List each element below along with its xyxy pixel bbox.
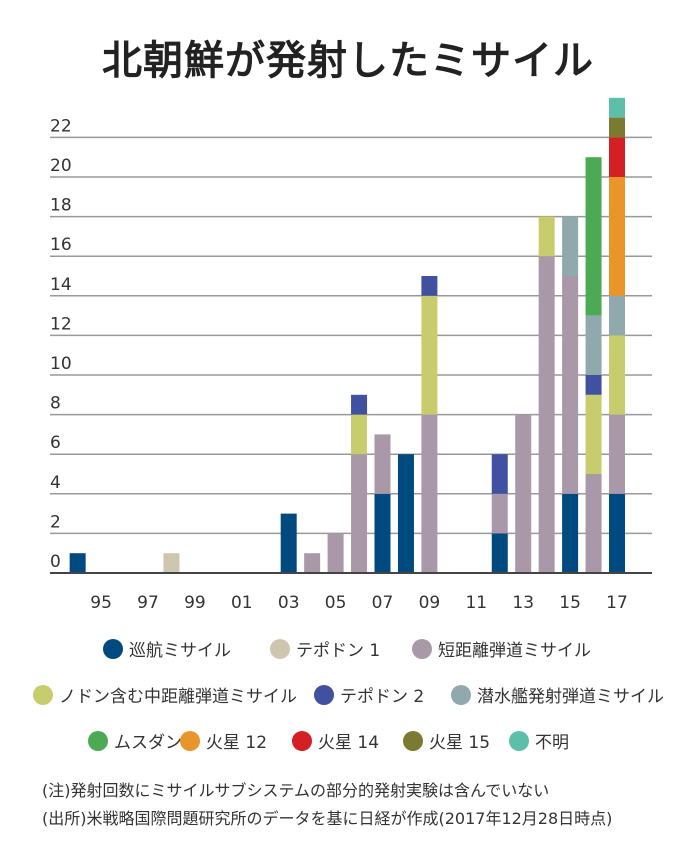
y-tick-label: 0 — [50, 552, 61, 572]
y-tick-label: 6 — [50, 433, 61, 453]
legend-item: ノドン含む中距離弾道ミサイル — [33, 682, 297, 707]
bar-segment — [609, 97, 625, 118]
bar-segment — [327, 533, 344, 573]
bar-segment — [421, 276, 438, 296]
y-tick-label: 18 — [50, 196, 72, 216]
legend-swatch — [412, 638, 432, 659]
bar-segment — [585, 474, 602, 573]
y-tick-label: 10 — [50, 354, 72, 374]
legend-label: 短距離弾道ミサイル — [438, 641, 591, 661]
legend-swatch — [103, 638, 123, 659]
x-tick-label: 95 — [90, 593, 112, 613]
x-tick-label: 05 — [325, 593, 347, 613]
y-tick-label: 8 — [50, 394, 61, 414]
bar-segment — [421, 295, 438, 415]
y-tick-label: 20 — [50, 156, 72, 176]
legend-item: 短距離弾道ミサイル — [412, 636, 591, 661]
y-tick-label: 12 — [50, 314, 72, 334]
legend-item: 火星 15 — [403, 728, 490, 753]
legend-item: 潜水艦発射弾道ミサイル — [451, 682, 664, 707]
legend-item: テポドン 1 — [270, 636, 380, 661]
x-tick-label: 11 — [465, 593, 487, 613]
x-tick-label: 07 — [372, 593, 394, 613]
legend-item: ムスダン — [88, 728, 182, 753]
bar-segment — [609, 177, 625, 296]
legend-swatch — [314, 684, 334, 705]
bar-segment — [609, 137, 625, 177]
bar-segment — [351, 394, 368, 415]
x-tick-label: 97 — [137, 593, 159, 613]
bar-segment — [609, 117, 625, 138]
bar-segment — [538, 216, 555, 257]
bar-segment — [163, 553, 180, 573]
legend-label: 不明 — [535, 733, 569, 753]
bar-segment — [585, 315, 602, 375]
bar-segment — [562, 493, 579, 573]
x-tick-label: 03 — [278, 593, 300, 613]
y-tick-label: 16 — [50, 235, 72, 255]
bar-segment — [69, 553, 86, 573]
bar-segment — [609, 295, 625, 336]
chart-title: 北朝鮮が発射したミサイル — [102, 38, 594, 84]
bar-segment — [280, 513, 297, 573]
bar-segment — [491, 454, 508, 494]
bar-segment — [609, 335, 625, 415]
x-tick-label: 13 — [512, 593, 534, 613]
y-tick-label: 22 — [50, 116, 72, 136]
bar-segment — [491, 533, 508, 573]
legend-swatch — [33, 684, 53, 705]
y-tick-label: 14 — [50, 275, 72, 295]
legend-item: 火星 12 — [180, 728, 267, 753]
bar-segment — [515, 414, 532, 573]
legend-item: 火星 14 — [292, 728, 379, 753]
x-tick-label: 17 — [606, 593, 628, 613]
plot-area: 0 2 4 6 8 10 12 14 16 18 20 22 95 97 99 01 03 05 07 09 11 13 1… — [50, 97, 652, 613]
bar-segment — [538, 256, 555, 573]
legend-item: 不明 — [509, 728, 569, 753]
legend-label: ノドン含む中距離弾道ミサイル — [59, 687, 297, 707]
legend-swatch — [180, 730, 200, 751]
legend-swatch — [403, 730, 423, 751]
legend-label: 潜水艦発射弾道ミサイル — [477, 687, 664, 707]
legend-label: 火星 12 — [206, 733, 268, 753]
bar-segment — [609, 414, 625, 494]
note: (注)発射回数にミサイルサブシステムの部分的発射実験は含んでいない — [42, 781, 550, 800]
legend-label: ムスダン — [114, 733, 182, 753]
y-tick-label: 4 — [50, 473, 61, 493]
x-tick-label: 01 — [231, 593, 253, 613]
legend-label: 巡航ミサイル — [129, 641, 231, 661]
bar-segment — [585, 394, 602, 474]
bar-segment — [585, 157, 602, 316]
bar-segment — [421, 414, 438, 573]
bar-segment — [609, 493, 625, 573]
bar-segment — [562, 276, 579, 494]
legend-label: テポドン 2 — [340, 687, 425, 707]
legend-label: 火星 14 — [318, 733, 380, 753]
legend-swatch — [509, 730, 529, 751]
bar-segment — [351, 454, 368, 573]
legend-label: 火星 15 — [429, 733, 491, 753]
legend-swatch — [270, 638, 290, 659]
legend-item: テポドン 2 — [314, 682, 424, 707]
bar-segment — [562, 216, 579, 276]
bar-segment — [585, 375, 602, 395]
bar-segment — [304, 553, 321, 573]
legend-label: テポドン 1 — [296, 641, 381, 661]
bar-segment — [491, 493, 508, 534]
bar-segment — [374, 434, 391, 494]
source-note: (出所)米戦略国際問題研究所のデータを基に日経が作成(2017年12月28日時点… — [42, 809, 613, 828]
legend-swatch — [292, 730, 312, 751]
bar-segment — [351, 414, 368, 455]
x-tick-label: 99 — [184, 593, 206, 613]
legend-swatch — [451, 684, 471, 705]
bar-segment — [397, 454, 414, 573]
y-tick-label: 2 — [50, 512, 61, 532]
x-tick-label: 09 — [419, 593, 441, 613]
bar-segment — [374, 493, 391, 573]
legend-item: 巡航ミサイル — [103, 636, 231, 661]
legend-swatch — [88, 730, 108, 751]
x-tick-label: 15 — [559, 593, 581, 613]
